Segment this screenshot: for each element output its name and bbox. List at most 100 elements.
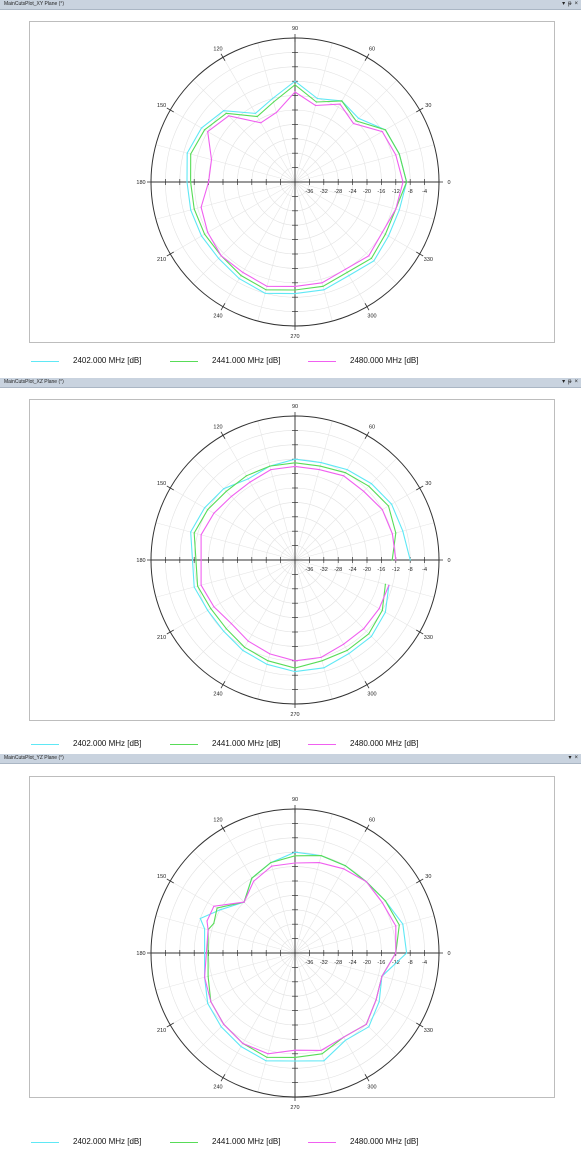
angle-tick: [166, 878, 174, 884]
angle-tick: [166, 485, 174, 491]
series-point: [204, 976, 206, 978]
series-point: [409, 559, 411, 561]
legend-swatch: [170, 361, 198, 362]
close-icon[interactable]: ×: [574, 755, 578, 761]
series-point: [368, 485, 370, 487]
series-point: [339, 103, 341, 105]
series-point: [251, 877, 253, 879]
close-icon[interactable]: ×: [574, 1, 578, 7]
series-point: [208, 181, 210, 183]
menu-icon[interactable]: ▾: [562, 379, 566, 385]
series-point: [265, 289, 267, 291]
series-point: [270, 469, 272, 471]
series-point: [186, 152, 188, 154]
close-icon[interactable]: ×: [574, 379, 578, 385]
series-point: [344, 472, 346, 474]
series-point: [294, 1056, 296, 1058]
angle-label: 270: [290, 712, 299, 718]
series-point: [355, 120, 357, 122]
angle-tick: [416, 107, 424, 113]
pin-icon[interactable]: ᵽ: [568, 379, 572, 385]
series-point: [316, 97, 318, 100]
series-point: [398, 209, 400, 211]
series-point: [225, 112, 227, 114]
grid-spoke: [170, 952, 296, 1026]
grid-spoke: [294, 420, 333, 561]
series-point: [398, 924, 400, 926]
radial-tick-label: -24: [349, 189, 357, 195]
series-point: [370, 635, 372, 637]
series-point: [344, 865, 346, 867]
grid-spoke: [294, 42, 333, 183]
series-point: [225, 490, 227, 492]
angle-label: 120: [213, 818, 222, 824]
angle-label: 150: [157, 874, 166, 880]
series-point: [186, 181, 188, 183]
series-point: [294, 1060, 296, 1062]
series-point: [294, 285, 296, 287]
legend: 2402.000 MHz [dB] 2441.000 MHz [dB] 2480…: [0, 1136, 581, 1150]
plot-area: 0 30 60 90 120 150 180 210 240 270 300 330 -36 -32 -28…: [29, 399, 555, 721]
series-point: [240, 274, 242, 277]
series-point: [363, 490, 365, 492]
series-point: [243, 901, 245, 903]
angle-tick: [166, 107, 174, 113]
series-point: [190, 181, 192, 183]
radial-tick-label: -28: [334, 567, 342, 573]
series-point: [272, 97, 274, 100]
series-point: [343, 868, 345, 870]
series-point: [218, 257, 220, 259]
legend-label: 2402.000 MHz [dB]: [73, 1137, 142, 1146]
grid-spoke: [294, 79, 398, 183]
series-point: [319, 465, 321, 467]
angle-label: 270: [290, 334, 299, 340]
angle-tick: [364, 303, 370, 311]
angle-label: 270: [290, 1105, 299, 1111]
legend-label: 2441.000 MHz [dB]: [212, 739, 281, 748]
series-point: [190, 531, 192, 533]
grid-spoke: [294, 952, 420, 1026]
grid-spoke: [192, 181, 296, 285]
radial-tick-label: -32: [320, 189, 328, 195]
legend-swatch: [31, 744, 59, 745]
pin-icon[interactable]: ᵽ: [568, 1, 572, 7]
series-point: [207, 509, 209, 511]
angle-label: 30: [425, 874, 431, 880]
legend-label: 2441.000 MHz [dB]: [212, 356, 281, 365]
menu-icon[interactable]: ▾: [562, 1, 566, 7]
polar-chart: 0 30 60 90 120 150 180 210 240 270 300 330 -36 -32 -28…: [136, 404, 450, 718]
series-point: [395, 154, 397, 156]
angle-label: 300: [367, 691, 376, 697]
series-point: [381, 509, 383, 511]
angle-tick: [416, 251, 424, 257]
series-point: [384, 583, 386, 585]
legend: 2402.000 MHz [dB] 2441.000 MHz [dB] 2480…: [0, 738, 581, 752]
series-point: [294, 465, 296, 467]
panel-controls: ▾ ᵽ ×: [562, 378, 578, 387]
series-point: [256, 115, 258, 118]
angle-label: 210: [157, 257, 166, 263]
series-point: [294, 660, 296, 662]
series-point: [365, 881, 367, 883]
angle-tick: [220, 1074, 226, 1082]
angle-label: 120: [213, 47, 222, 53]
grid-spoke: [170, 487, 296, 561]
menu-icon[interactable]: ▾: [568, 755, 572, 761]
series-point: [346, 271, 348, 273]
grid-spoke: [294, 144, 435, 183]
series-point: [321, 660, 323, 662]
series-point: [273, 101, 275, 103]
series-point: [384, 233, 386, 235]
radial-tick-label: -16: [377, 567, 385, 573]
panel-title: MainCutsPlot_XY Plane (°): [4, 1, 64, 7]
legend-swatch: [31, 1142, 59, 1143]
grid-spoke: [222, 559, 296, 685]
angle-label: 330: [424, 635, 433, 641]
series-point: [210, 608, 212, 610]
series-point: [320, 855, 322, 857]
angle-label: 30: [425, 103, 431, 109]
series-point: [207, 929, 209, 931]
grid-spoke: [222, 828, 296, 954]
series-point: [225, 628, 227, 630]
series-point: [402, 181, 404, 183]
